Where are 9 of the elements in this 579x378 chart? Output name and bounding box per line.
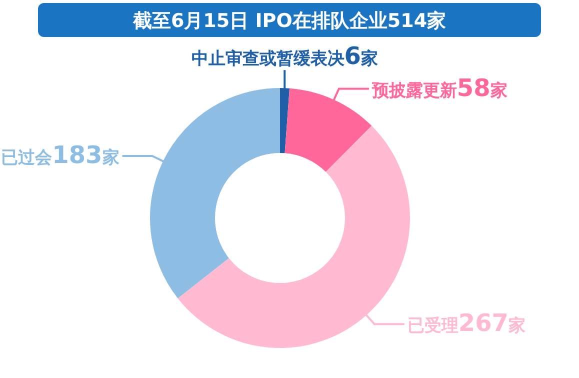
- data-label: 6家: [344, 42, 378, 70]
- chart-title: 截至6月15日 IPO在排队企业514家: [132, 10, 446, 32]
- slice-label: 已过会: [1, 148, 54, 168]
- data-label: 267家: [458, 309, 526, 338]
- data-label: 183家: [52, 140, 120, 169]
- data-label: 58家: [456, 74, 508, 102]
- slice-label: 已受理: [407, 316, 458, 336]
- slice-label: 中止审查或暂缓表决: [191, 49, 346, 70]
- slice-label: 预披露更新: [370, 80, 457, 101]
